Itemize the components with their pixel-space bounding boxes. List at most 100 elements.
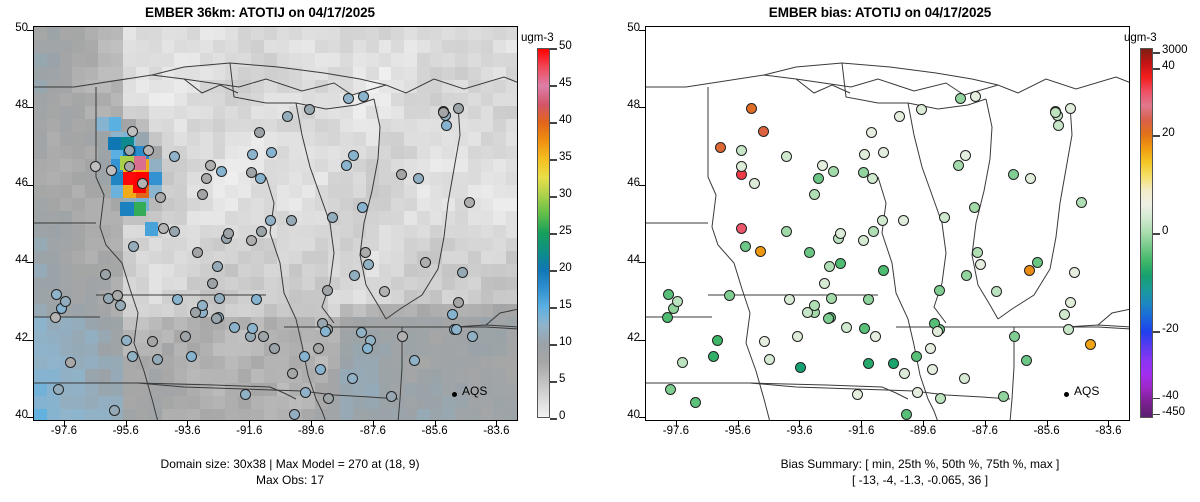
observation-marker[interactable] — [228, 321, 240, 333]
observation-marker[interactable] — [453, 296, 465, 308]
observation-marker[interactable] — [341, 159, 353, 171]
observation-marker[interactable] — [111, 290, 123, 302]
observation-marker[interactable] — [689, 397, 701, 409]
observation-marker[interactable] — [137, 177, 149, 189]
observation-marker[interactable] — [953, 159, 965, 171]
observation-marker[interactable] — [834, 228, 846, 240]
observation-marker[interactable] — [1050, 106, 1062, 118]
observation-marker[interactable] — [1020, 354, 1032, 366]
observation-marker[interactable] — [186, 350, 198, 362]
observation-marker[interactable] — [1008, 331, 1020, 343]
observation-marker[interactable] — [927, 363, 939, 375]
observation-marker[interactable] — [662, 312, 674, 324]
observation-marker[interactable] — [413, 172, 425, 184]
observation-marker[interactable] — [898, 215, 910, 227]
observation-marker[interactable] — [960, 149, 972, 161]
observation-marker[interactable] — [440, 119, 452, 131]
observation-marker[interactable] — [851, 388, 863, 400]
observation-marker[interactable] — [108, 404, 120, 416]
observation-marker[interactable] — [958, 373, 970, 385]
observation-marker[interactable] — [346, 373, 358, 385]
observation-marker[interactable] — [749, 177, 761, 189]
observation-marker[interactable] — [878, 265, 890, 277]
observation-marker[interactable] — [289, 408, 301, 420]
observation-marker[interactable] — [264, 215, 276, 227]
observation-marker[interactable] — [212, 261, 224, 273]
observation-marker[interactable] — [867, 173, 879, 184]
observation-marker[interactable] — [239, 388, 251, 400]
observation-marker[interactable] — [250, 294, 262, 306]
observation-marker[interactable] — [1052, 119, 1064, 131]
observation-marker[interactable] — [53, 384, 65, 396]
observation-marker[interactable] — [453, 102, 465, 114]
observation-marker[interactable] — [214, 292, 226, 304]
observation-marker[interactable] — [677, 357, 689, 369]
observation-marker[interactable] — [197, 299, 209, 311]
observation-marker[interactable] — [322, 284, 334, 296]
observation-marker[interactable] — [396, 331, 408, 343]
observation-marker[interactable] — [246, 166, 258, 178]
observation-marker[interactable] — [216, 166, 228, 178]
observation-marker[interactable] — [671, 296, 683, 308]
observation-marker[interactable] — [876, 215, 888, 227]
observation-marker[interactable] — [931, 325, 943, 337]
observation-marker[interactable] — [955, 93, 967, 105]
observation-marker[interactable] — [828, 166, 840, 178]
observation-marker[interactable] — [893, 110, 905, 122]
observation-marker[interactable] — [322, 393, 334, 405]
observation-marker[interactable] — [358, 91, 370, 103]
observation-marker[interactable] — [961, 269, 973, 281]
observation-marker[interactable] — [780, 225, 792, 237]
observation-marker[interactable] — [287, 367, 299, 379]
observation-marker[interactable] — [934, 393, 946, 405]
observation-marker[interactable] — [59, 296, 71, 308]
observation-marker[interactable] — [912, 386, 924, 398]
observation-marker[interactable] — [804, 246, 816, 258]
observation-marker[interactable] — [665, 384, 677, 396]
observation-marker[interactable] — [809, 188, 821, 200]
observation-marker[interactable] — [124, 144, 136, 156]
observation-marker[interactable] — [826, 292, 838, 304]
observation-marker[interactable] — [300, 386, 312, 398]
observation-marker[interactable] — [794, 362, 806, 374]
observation-marker[interactable] — [764, 353, 776, 365]
observation-marker[interactable] — [395, 168, 407, 180]
observation-marker[interactable] — [858, 235, 870, 247]
observation-marker[interactable] — [205, 159, 217, 171]
observation-marker[interactable] — [865, 127, 877, 139]
observation-marker[interactable] — [858, 166, 870, 178]
observation-marker[interactable] — [319, 325, 331, 337]
observation-marker[interactable] — [269, 342, 281, 354]
observation-marker[interactable] — [862, 358, 874, 370]
observation-marker[interactable] — [456, 266, 468, 278]
observation-marker[interactable] — [265, 146, 277, 158]
observation-marker[interactable] — [1032, 256, 1044, 268]
observation-marker[interactable] — [420, 256, 432, 268]
observation-marker[interactable] — [65, 357, 77, 369]
observation-marker[interactable] — [379, 286, 391, 298]
observation-marker[interactable] — [257, 331, 269, 343]
observation-marker[interactable] — [859, 322, 871, 334]
observation-marker[interactable] — [887, 358, 899, 370]
observation-marker[interactable] — [467, 331, 479, 343]
observation-marker[interactable] — [974, 258, 986, 270]
observation-marker[interactable] — [969, 202, 981, 214]
observation-marker[interactable] — [168, 225, 180, 237]
observation-marker[interactable] — [349, 269, 361, 281]
observation-marker[interactable] — [155, 191, 167, 203]
observation-marker[interactable] — [247, 149, 259, 161]
observation-marker[interactable] — [343, 93, 355, 105]
observation-marker[interactable] — [901, 408, 913, 420]
observation-marker[interactable] — [757, 126, 769, 138]
observation-marker[interactable] — [862, 294, 874, 306]
observation-marker[interactable] — [152, 353, 164, 365]
observation-marker[interactable] — [99, 269, 111, 281]
observation-marker[interactable] — [998, 390, 1010, 402]
observation-marker[interactable] — [1025, 172, 1037, 184]
observation-marker[interactable] — [1085, 339, 1097, 351]
observation-marker[interactable] — [286, 215, 298, 227]
observation-marker[interactable] — [171, 294, 183, 306]
observation-marker[interactable] — [359, 247, 371, 259]
observation-marker[interactable] — [127, 350, 139, 362]
observation-marker[interactable] — [200, 172, 212, 184]
